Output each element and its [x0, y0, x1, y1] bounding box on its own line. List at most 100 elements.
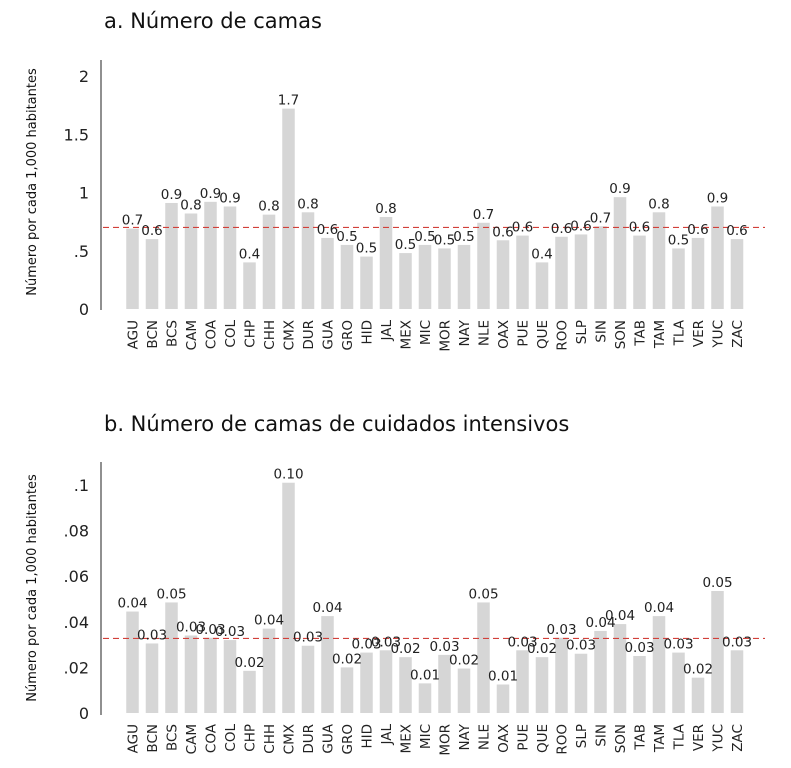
panel-a-x-tick: MIC	[418, 320, 434, 345]
panel-b-bar-nay	[457, 668, 471, 713]
panel-b-bar-agu	[126, 611, 139, 713]
panel-a-x-tick: COA	[204, 319, 220, 349]
panel-a-x-tick: BCN	[145, 320, 161, 349]
panel-a-y-tick: 2	[79, 67, 89, 86]
panel-b-data-label: 0.03	[195, 622, 225, 638]
panel-b-data-label: 0.02	[390, 641, 420, 657]
panel-b-data-label: 0.02	[683, 662, 713, 678]
panel-b-data-label: 0.02	[449, 653, 479, 669]
panel-b-data-label: 0.03	[624, 640, 654, 656]
panel-b-data-label: 0.03	[546, 622, 576, 638]
panel-a-x-tick: AGU	[126, 320, 142, 349]
panel-a-y-tick: 1	[79, 184, 89, 203]
panel-a-data-label: 1.7	[278, 93, 299, 109]
panel-b-x-tick: NLE	[477, 724, 493, 750]
panel-b-data-label: 0.03	[722, 634, 752, 650]
panel-a-data-label: 0.9	[219, 190, 240, 206]
panel-a-data-label: 0.5	[453, 229, 474, 245]
panel-a-data-label: 0.6	[317, 222, 338, 238]
panel-b-x-tick: CHH	[262, 724, 278, 754]
panel-b-x-tick: BCS	[165, 724, 181, 751]
panel-b-bar-slp	[574, 653, 588, 713]
panel-a-x-tick: NLE	[477, 320, 493, 346]
panel-b-bar-yuc	[711, 591, 724, 713]
panel-a-data-label: 0.5	[668, 232, 689, 248]
panel-a-bar-chh	[262, 214, 276, 309]
panel-a-data-label: 0.7	[590, 210, 611, 226]
panel-b-bar-chp	[243, 670, 256, 713]
panel-b-x-tick: CHP	[243, 724, 259, 752]
panel-a-x-tick: SLP	[574, 320, 590, 344]
panel-a-bar-yuc	[711, 206, 724, 309]
panel-b-data-label: 0.03	[137, 627, 167, 643]
panel-a-bar-mor	[438, 248, 451, 309]
panel-a-bar-agu	[126, 228, 139, 309]
panel-b-bar-tam	[652, 616, 666, 713]
panel-b-x-tick: ROO	[555, 724, 571, 755]
panel-a-y-tick: 0	[79, 300, 89, 319]
panel-a-bar-hid	[360, 256, 373, 309]
panel-b-y-tick: .02	[64, 658, 89, 677]
panel-a-data-label: 0.9	[609, 181, 630, 197]
panel-b-x-tick: OAX	[496, 724, 512, 753]
panel-b-x-tick: PUE	[516, 724, 532, 751]
panel-b-bar-zac	[730, 650, 744, 713]
panel-b-y-tick: .06	[64, 567, 89, 586]
panel-a-data-label: 0.6	[512, 220, 533, 236]
panel-a-bar-tam	[652, 212, 666, 309]
panel-a-x-tick: VER	[691, 320, 707, 347]
panel-a-x-tick: BCS	[165, 320, 181, 347]
panel-b-bar-tla	[672, 652, 685, 713]
panel-a-x-tick: JAL	[379, 320, 395, 342]
panel-b-bar-gua	[321, 616, 334, 713]
panel-b-bar-pue	[516, 650, 529, 713]
panel-a-data-label: 0.5	[395, 237, 416, 253]
panel-a-bar-bcs	[165, 202, 178, 309]
panel-b-x-tick: ZAC	[730, 724, 746, 752]
panel-b-bar-coa	[204, 637, 217, 713]
panel-b-y-tick: .04	[64, 613, 89, 632]
panel-b-x-tick: SIN	[594, 724, 610, 747]
panel-a-bar-roo	[555, 236, 568, 309]
panel-a-x-tick: CAM	[184, 320, 200, 350]
panel-a-bar-son	[613, 197, 627, 309]
panel-b-title: b. Número de camas de cuidados intensivo…	[104, 412, 569, 436]
panel-b-x-tick: MOR	[438, 724, 454, 756]
panel-a-x-tick: OAX	[496, 320, 512, 349]
panel-b-data-label: 0.03	[371, 634, 401, 650]
panel-a-data-label: 0.8	[648, 196, 669, 212]
panel-a-y-axis-label: Número por cada 1,000 habitantes	[25, 68, 40, 296]
panel-a-data-label: 0.5	[356, 241, 377, 257]
panel-b-bar-cmx	[282, 482, 295, 713]
panel-a-y-tick: .5	[74, 242, 89, 261]
panel-b-x-tick: COA	[204, 723, 220, 753]
panel-b-x-tick: COL	[223, 724, 239, 752]
panel-a-x-tick: TAM	[652, 320, 668, 349]
panel-a-data-label: 0.8	[180, 197, 201, 213]
panel-b-bar-son	[613, 624, 627, 713]
panel-b-data-label: 0.04	[644, 600, 674, 616]
panel-b-x-tick: TAB	[633, 724, 649, 751]
panel-a-bar-tla	[672, 248, 685, 309]
panel-a-data-label: 0.4	[239, 246, 260, 262]
panel-a-beds: a. Número de camas Número por cada 1,000…	[25, 9, 765, 352]
panel-a-bar-que	[535, 262, 549, 309]
panel-a-bar-nay	[457, 244, 471, 309]
panel-b-x-tick: TAM	[652, 724, 668, 753]
panel-a-bar-nle	[477, 222, 490, 309]
panel-b-x-tick: YUC	[711, 724, 727, 753]
panel-a-bar-col	[223, 206, 237, 309]
panel-a-data-label: 0.6	[551, 221, 572, 237]
panel-a-data-label: 0.5	[336, 229, 357, 245]
panel-a-bar-mex	[399, 253, 412, 309]
panel-a-bar-ver	[691, 237, 705, 309]
panel-b-x-tick: MIC	[418, 724, 434, 749]
panel-b-x-tick: CMX	[282, 724, 298, 754]
panel-b-x-ticks: AGU BCN BCS CAM COA COL CHP CHH CMX DUR GUA GRO HID J…	[126, 723, 747, 755]
panel-b-x-tick: AGU	[126, 724, 142, 753]
panel-a-bar-cmx	[282, 108, 295, 310]
panel-a-x-tick: SIN	[594, 320, 610, 343]
panel-b-x-tick: TLA	[672, 723, 688, 750]
panel-b-bar-cam	[184, 635, 198, 713]
